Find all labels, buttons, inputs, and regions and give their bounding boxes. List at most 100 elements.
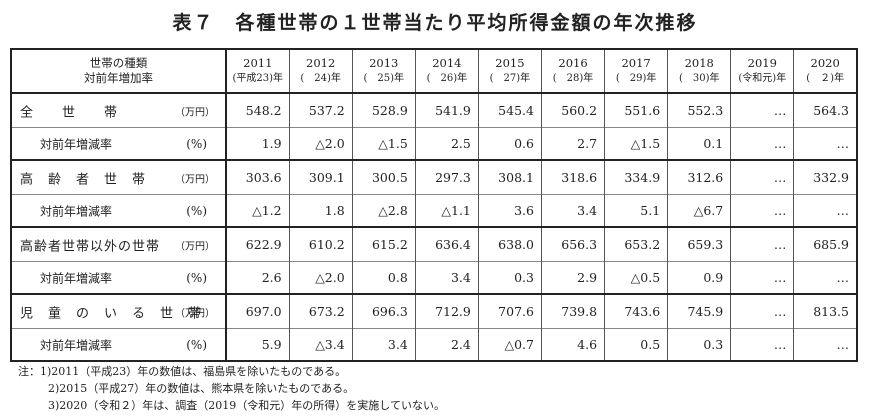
value-cell: △2.8 [351,194,416,227]
era-label: ( 27)年 [489,73,531,84]
year-header: 2014 ( 26)年 [414,49,479,94]
year-header: 2019 (令和元)年 [730,49,794,94]
row-unit: (%) [186,270,207,285]
value-cell: 1.8 [288,194,353,227]
value-cell: 622.9 [226,226,290,262]
value-cell: 712.9 [414,293,479,329]
value-cell: 332.9 [793,159,857,195]
value-cell: … [793,194,857,227]
value-cell: … [730,293,794,329]
rate-row: 対前年増減率 (%) 5.9 △3.4 3.4 2.4 △0.7 4.6 0.5 0.3…… [11,328,857,361]
year-label: 2011 [243,56,273,70]
value-cell: 300.5 [351,159,416,195]
row-label: 対前年増減率 [40,137,113,151]
value-cell: 318.6 [540,159,605,195]
footnote: 2)2015（平成27）年の数値は、熊本県を除いたものである。 [48,382,355,395]
era-label: ( 30)年 [678,73,720,84]
value-cell: 0.6 [477,127,542,160]
value-cell: 309.1 [288,159,353,195]
row-label: 対前年増減率 [40,271,113,285]
value-cell: 685.9 [793,226,857,262]
value-cell: △6.7 [667,194,731,227]
value-cell: △1.1 [414,194,479,227]
row-unit: （万円） [175,107,215,118]
year-label: 2020 [810,56,840,70]
year-label: 2014 [432,56,462,70]
value-cell: 548.2 [226,92,290,128]
row-label-cell: 対前年増減率 (%) [11,328,227,361]
row-label-cell: 対前年増減率 (%) [11,127,227,160]
year-header: 2013 ( 25)年 [351,49,416,94]
era-label: (平成23)年 [232,73,284,84]
year-header: 2018 ( 30)年 [667,49,731,94]
value-cell: △1.5 [604,127,668,160]
value-cell: △2.0 [288,261,353,294]
household-row: 高 齢 者 世 帯（万円） 303.6 309.1 300.5 297.3 308.1 31… [11,159,857,195]
row-label-cell: 対前年増減率 (%) [11,261,227,294]
header-row: 世帯の種類 対前年増加率 2011 (平成23)年 2012 ( 24)年 2013… [11,49,857,94]
value-cell: 3.6 [477,194,542,227]
value-cell: 560.2 [540,92,605,128]
footnotes: 注：1)2011（平成23）年の数値は、福島県を除いたものである。 2)2015… [18,363,445,414]
value-cell: 4.6 [540,328,605,361]
year-label: 2016 [558,56,588,70]
header-label-line1: 世帯の種類 [89,56,148,70]
value-cell: 656.3 [540,226,605,262]
value-cell: 2.7 [540,127,605,160]
household-row: 全 世 帯（万円） 548.2 537.2 528.9 541.9 545.4 560.2 5… [11,92,857,128]
year-label: 2017 [621,56,651,70]
rate-row: 対前年増減率 (%) △1.2 1.8 △2.8 △1.1 3.6 3.4 5.1 △6.7…… [11,194,857,227]
year-header: 2020 ( ２)年 [793,49,857,94]
value-cell: △0.5 [604,261,668,294]
value-cell: 564.3 [793,92,857,128]
year-label: 2012 [306,56,336,70]
year-label: 2019 [747,56,777,70]
row-unit: (%) [186,337,207,352]
value-cell: 551.6 [604,92,668,128]
value-cell: 541.9 [414,92,479,128]
year-header: 2012 ( 24)年 [288,49,353,94]
row-unit: （万円） [175,174,215,185]
era-label: (令和元)年 [738,73,787,84]
value-cell: 2.6 [226,261,290,294]
value-cell: 2.4 [414,328,479,361]
value-cell: 2.5 [414,127,479,160]
value-cell: 528.9 [351,92,416,128]
value-cell: 3.4 [351,328,416,361]
row-unit: （万円） [175,241,215,252]
value-cell: 5.9 [226,328,290,361]
value-cell: 745.9 [667,293,731,329]
year-header: 2017 ( 29)年 [604,49,668,94]
value-cell: … [793,328,857,361]
value-cell: 673.2 [288,293,353,329]
footnote: 3)2020（令和２）年は、調査（2019（令和元）年の所得）を実施していない。 [48,399,445,412]
value-cell: 743.6 [604,293,668,329]
year-label: 2018 [684,56,714,70]
value-cell: … [730,328,794,361]
value-cell: 303.6 [226,159,290,195]
era-label: ( 24)年 [300,73,341,84]
table-body: 全 世 帯（万円） 548.2 537.2 528.9 541.9 545.4 560.2 5… [11,92,857,361]
value-cell: 0.1 [667,127,731,160]
header-label-cell: 世帯の種類 対前年増加率 [11,49,227,94]
value-cell: 312.6 [667,159,731,195]
era-label: ( 25)年 [363,73,404,84]
row-label: 高 齢 者 世 帯 [20,172,147,187]
value-cell: 696.3 [351,293,416,329]
household-row: 児 童 の い る 世 帯（万円） 697.0 673.2 696.3 712.9 707… [11,293,857,329]
value-cell: 610.2 [288,226,353,262]
value-cell: 0.9 [667,261,731,294]
era-label: ( 26)年 [426,73,468,84]
value-cell: … [730,194,794,227]
value-cell: 0.8 [351,261,416,294]
household-row: 高齢者世帯以外の世帯 （万円） 622.9 610.2 615.2 636.4 638.0 6… [11,226,857,262]
value-cell: 545.4 [477,92,542,128]
year-header: 2016 ( 28)年 [540,49,605,94]
value-cell: 537.2 [288,92,353,128]
era-label: ( 28)年 [552,73,594,84]
rate-row: 対前年増減率 (%) 1.9 △2.0 △1.5 2.5 0.6 2.7 △1.5 0.1…… [11,127,857,160]
footnote: 注：1)2011（平成23）年の数値は、福島県を除いたものである。 [18,365,347,378]
value-cell: 5.1 [604,194,668,227]
value-cell: 659.3 [667,226,731,262]
row-label: 全 世 帯 [20,105,119,120]
